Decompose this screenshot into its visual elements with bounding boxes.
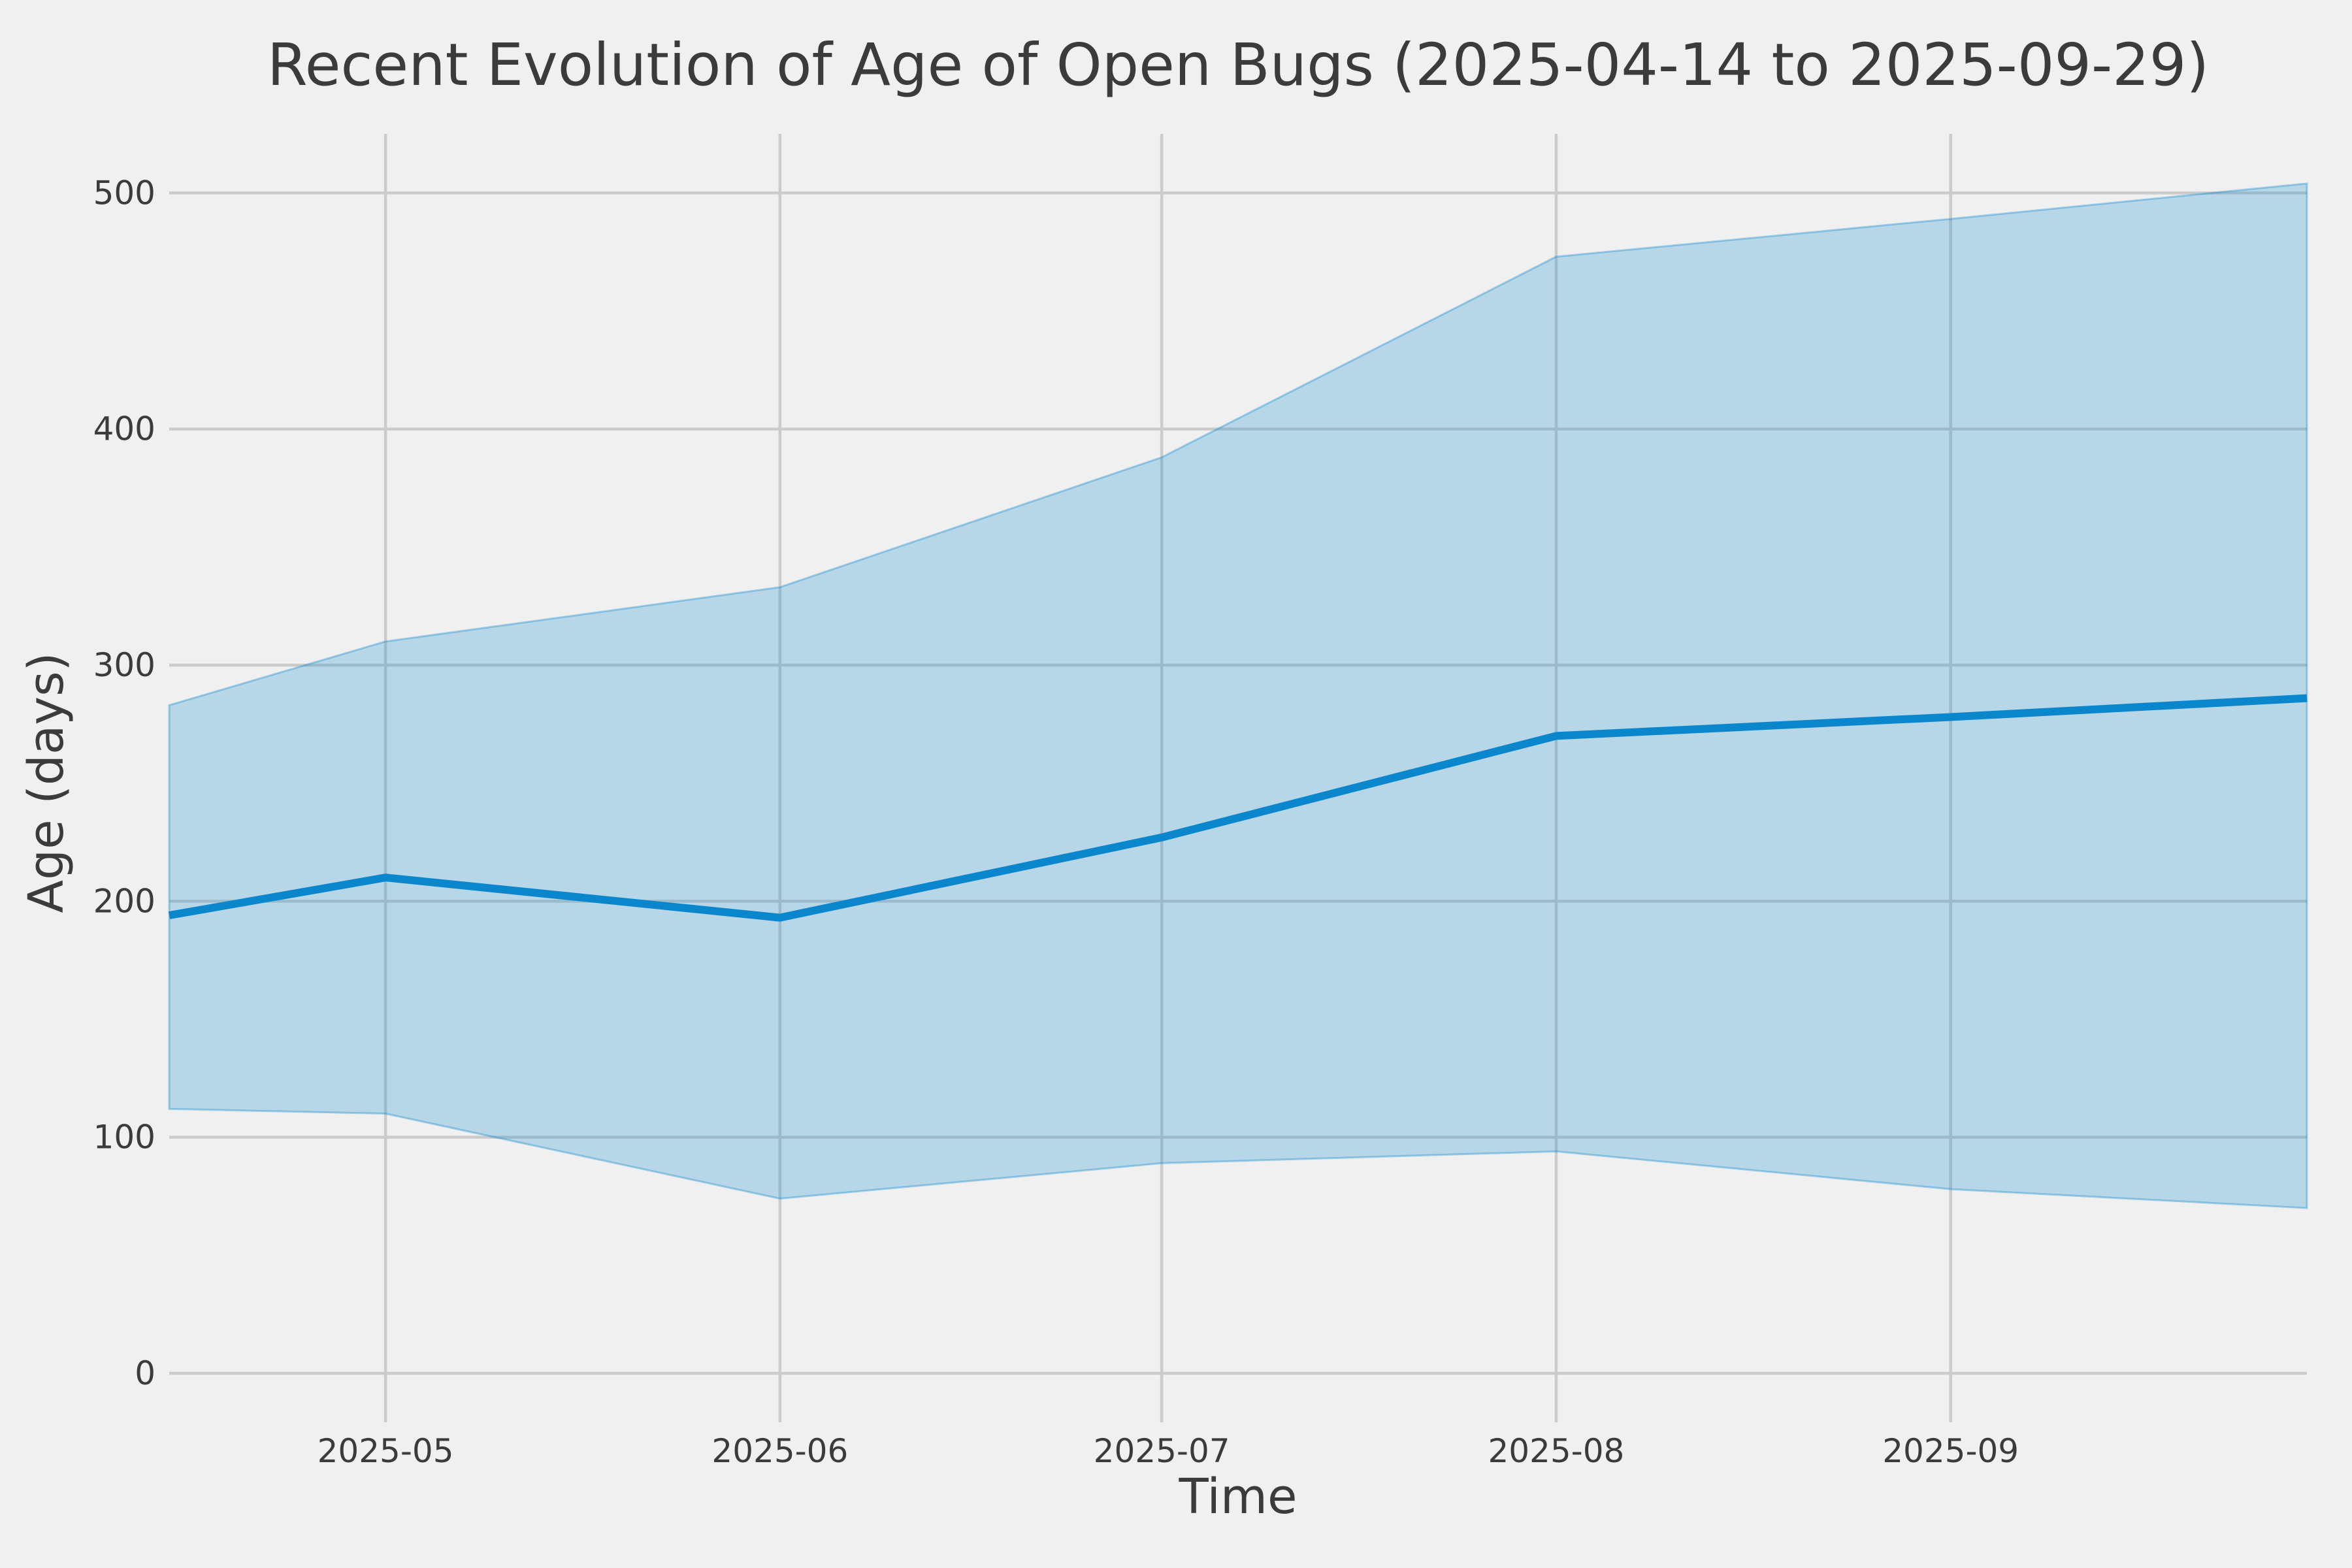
x-tick-marks (384, 1373, 1952, 1422)
x-tick-label: 2025-05 (318, 1432, 454, 1470)
x-tick-label: 2025-08 (1488, 1432, 1624, 1470)
y-tick-labels: 0 100 200 300 400 500 (93, 174, 155, 1392)
median-line (168, 694, 2308, 922)
chart-title: Recent Evolution of Age of Open Bugs (20… (267, 31, 2209, 99)
confidence-band (168, 182, 2308, 1209)
x-tick-label: 2025-07 (1094, 1432, 1230, 1470)
gridlines (169, 134, 2307, 1375)
x-axis-title: Time (1178, 1469, 1297, 1525)
y-tick-label: 100 (93, 1119, 155, 1156)
y-tick-label: 400 (93, 410, 155, 448)
y-tick-label: 500 (93, 174, 155, 212)
x-tick-label: 2025-09 (1882, 1432, 2019, 1470)
y-tick-label: 0 (135, 1354, 155, 1392)
x-tick-labels: 2025-05 2025-06 2025-07 2025-08 2025-09 (318, 1432, 2019, 1470)
y-tick-label: 200 (93, 882, 155, 920)
x-tick-label: 2025-06 (711, 1432, 848, 1470)
y-axis-title: Age (days) (18, 652, 74, 913)
y-tick-label: 300 (93, 646, 155, 684)
